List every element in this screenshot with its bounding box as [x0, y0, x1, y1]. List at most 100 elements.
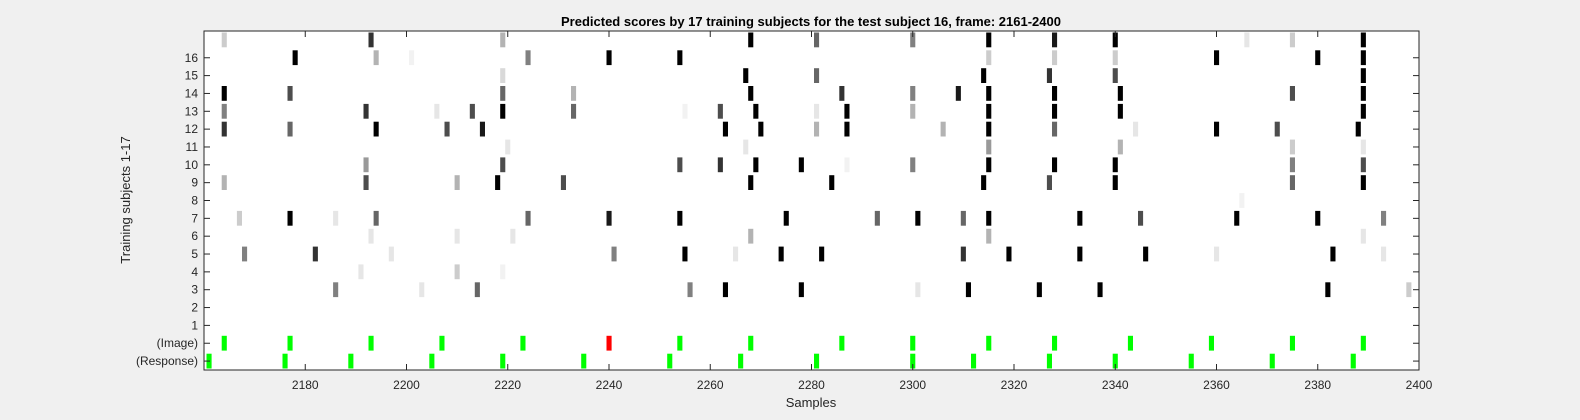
score-cell [783, 210, 789, 226]
score-cell [1315, 210, 1321, 226]
image-mark [1208, 335, 1214, 351]
score-cell [1112, 157, 1118, 173]
image-mark [439, 335, 445, 351]
score-cell [1077, 210, 1083, 226]
score-cell [677, 157, 683, 173]
score-cell [1360, 50, 1366, 66]
score-cell [1360, 68, 1366, 83]
response-mark [1046, 353, 1052, 369]
score-cell [986, 86, 992, 101]
score-cell [454, 228, 460, 244]
score-cell [1006, 246, 1012, 262]
score-cell [1112, 175, 1118, 190]
score-cell [986, 139, 992, 155]
score-cell [221, 86, 227, 101]
y-tick-label: 15 [185, 69, 199, 83]
response-mark [738, 353, 744, 369]
score-cell [910, 32, 916, 48]
score-cell [333, 210, 339, 226]
score-cell [844, 157, 850, 173]
score-cell [1036, 282, 1042, 298]
score-cell [1052, 103, 1058, 119]
image-mark [520, 335, 526, 351]
score-cell [474, 282, 480, 298]
score-cell [986, 157, 992, 173]
score-cell [1330, 246, 1336, 262]
score-cell [611, 246, 617, 262]
score-cell [454, 264, 460, 280]
image-mark [1127, 335, 1133, 351]
score-cell [1239, 193, 1245, 208]
score-cell [221, 121, 227, 137]
score-cell [981, 68, 987, 83]
score-cell [748, 228, 754, 244]
y-tick-label: 11 [186, 140, 199, 154]
score-cell [814, 32, 820, 48]
x-tick-label: 2200 [393, 378, 420, 392]
score-cell [1052, 32, 1058, 48]
image-mark [910, 335, 916, 351]
score-cell [242, 246, 248, 262]
image-mark [1289, 335, 1295, 351]
y-tick-label: 6 [191, 229, 198, 243]
y-tick-label: 3 [191, 283, 198, 297]
score-cell [525, 210, 531, 226]
score-cell [1360, 157, 1366, 173]
score-cell [955, 86, 961, 101]
x-tick-label: 2180 [292, 378, 319, 392]
score-cell [748, 86, 754, 101]
score-cell [814, 103, 820, 119]
plot-area [204, 31, 1419, 370]
score-cell [1117, 103, 1123, 119]
score-cell [1117, 139, 1123, 155]
score-cell [287, 210, 293, 226]
score-cell [839, 86, 845, 101]
score-cell [1214, 50, 1220, 66]
score-cell [469, 103, 475, 119]
y-axis-title: Training subjects 1-17 [118, 136, 133, 263]
score-cell [748, 175, 754, 190]
heatmap-marks [206, 32, 1412, 369]
score-cell [986, 103, 992, 119]
score-cell [960, 210, 966, 226]
score-cell [388, 246, 394, 262]
y-tick-label: 4 [191, 265, 198, 279]
score-cell [358, 264, 364, 280]
score-cell [333, 282, 339, 298]
score-cell [814, 121, 820, 137]
y-tick-label: 10 [185, 158, 199, 172]
score-cell [1234, 210, 1240, 226]
score-cell [753, 157, 759, 173]
score-cell [500, 157, 506, 173]
score-cell [363, 175, 369, 190]
score-cell [560, 175, 566, 190]
response-mark [500, 353, 506, 369]
score-cell [1046, 68, 1052, 83]
y-tick-label: 13 [185, 104, 199, 118]
x-tick-label: 2300 [899, 378, 926, 392]
score-cell [910, 157, 916, 173]
x-axis: 2180 2200 2220 2240 2260 2280 2300 2320 2340 2360… [292, 31, 1433, 392]
score-cell [409, 50, 415, 66]
score-cell [819, 246, 825, 262]
response-mark [814, 353, 820, 369]
image-mark [1360, 335, 1366, 351]
score-cell [1046, 175, 1052, 190]
score-cell [1289, 86, 1295, 101]
y-tick-label: 8 [191, 194, 198, 208]
score-cell [677, 50, 683, 66]
score-cell [753, 103, 759, 119]
score-cell [981, 175, 987, 190]
score-cell [682, 103, 688, 119]
score-cell [1360, 32, 1366, 48]
score-cell [1360, 175, 1366, 190]
score-cell [1355, 121, 1361, 137]
score-cell [1138, 210, 1144, 226]
image-mark [221, 335, 227, 351]
score-cell [722, 282, 728, 298]
x-axis-title: Samples [786, 395, 837, 410]
response-mark [910, 353, 916, 369]
score-cell [986, 228, 992, 244]
x-tick-label: 2260 [697, 378, 724, 392]
